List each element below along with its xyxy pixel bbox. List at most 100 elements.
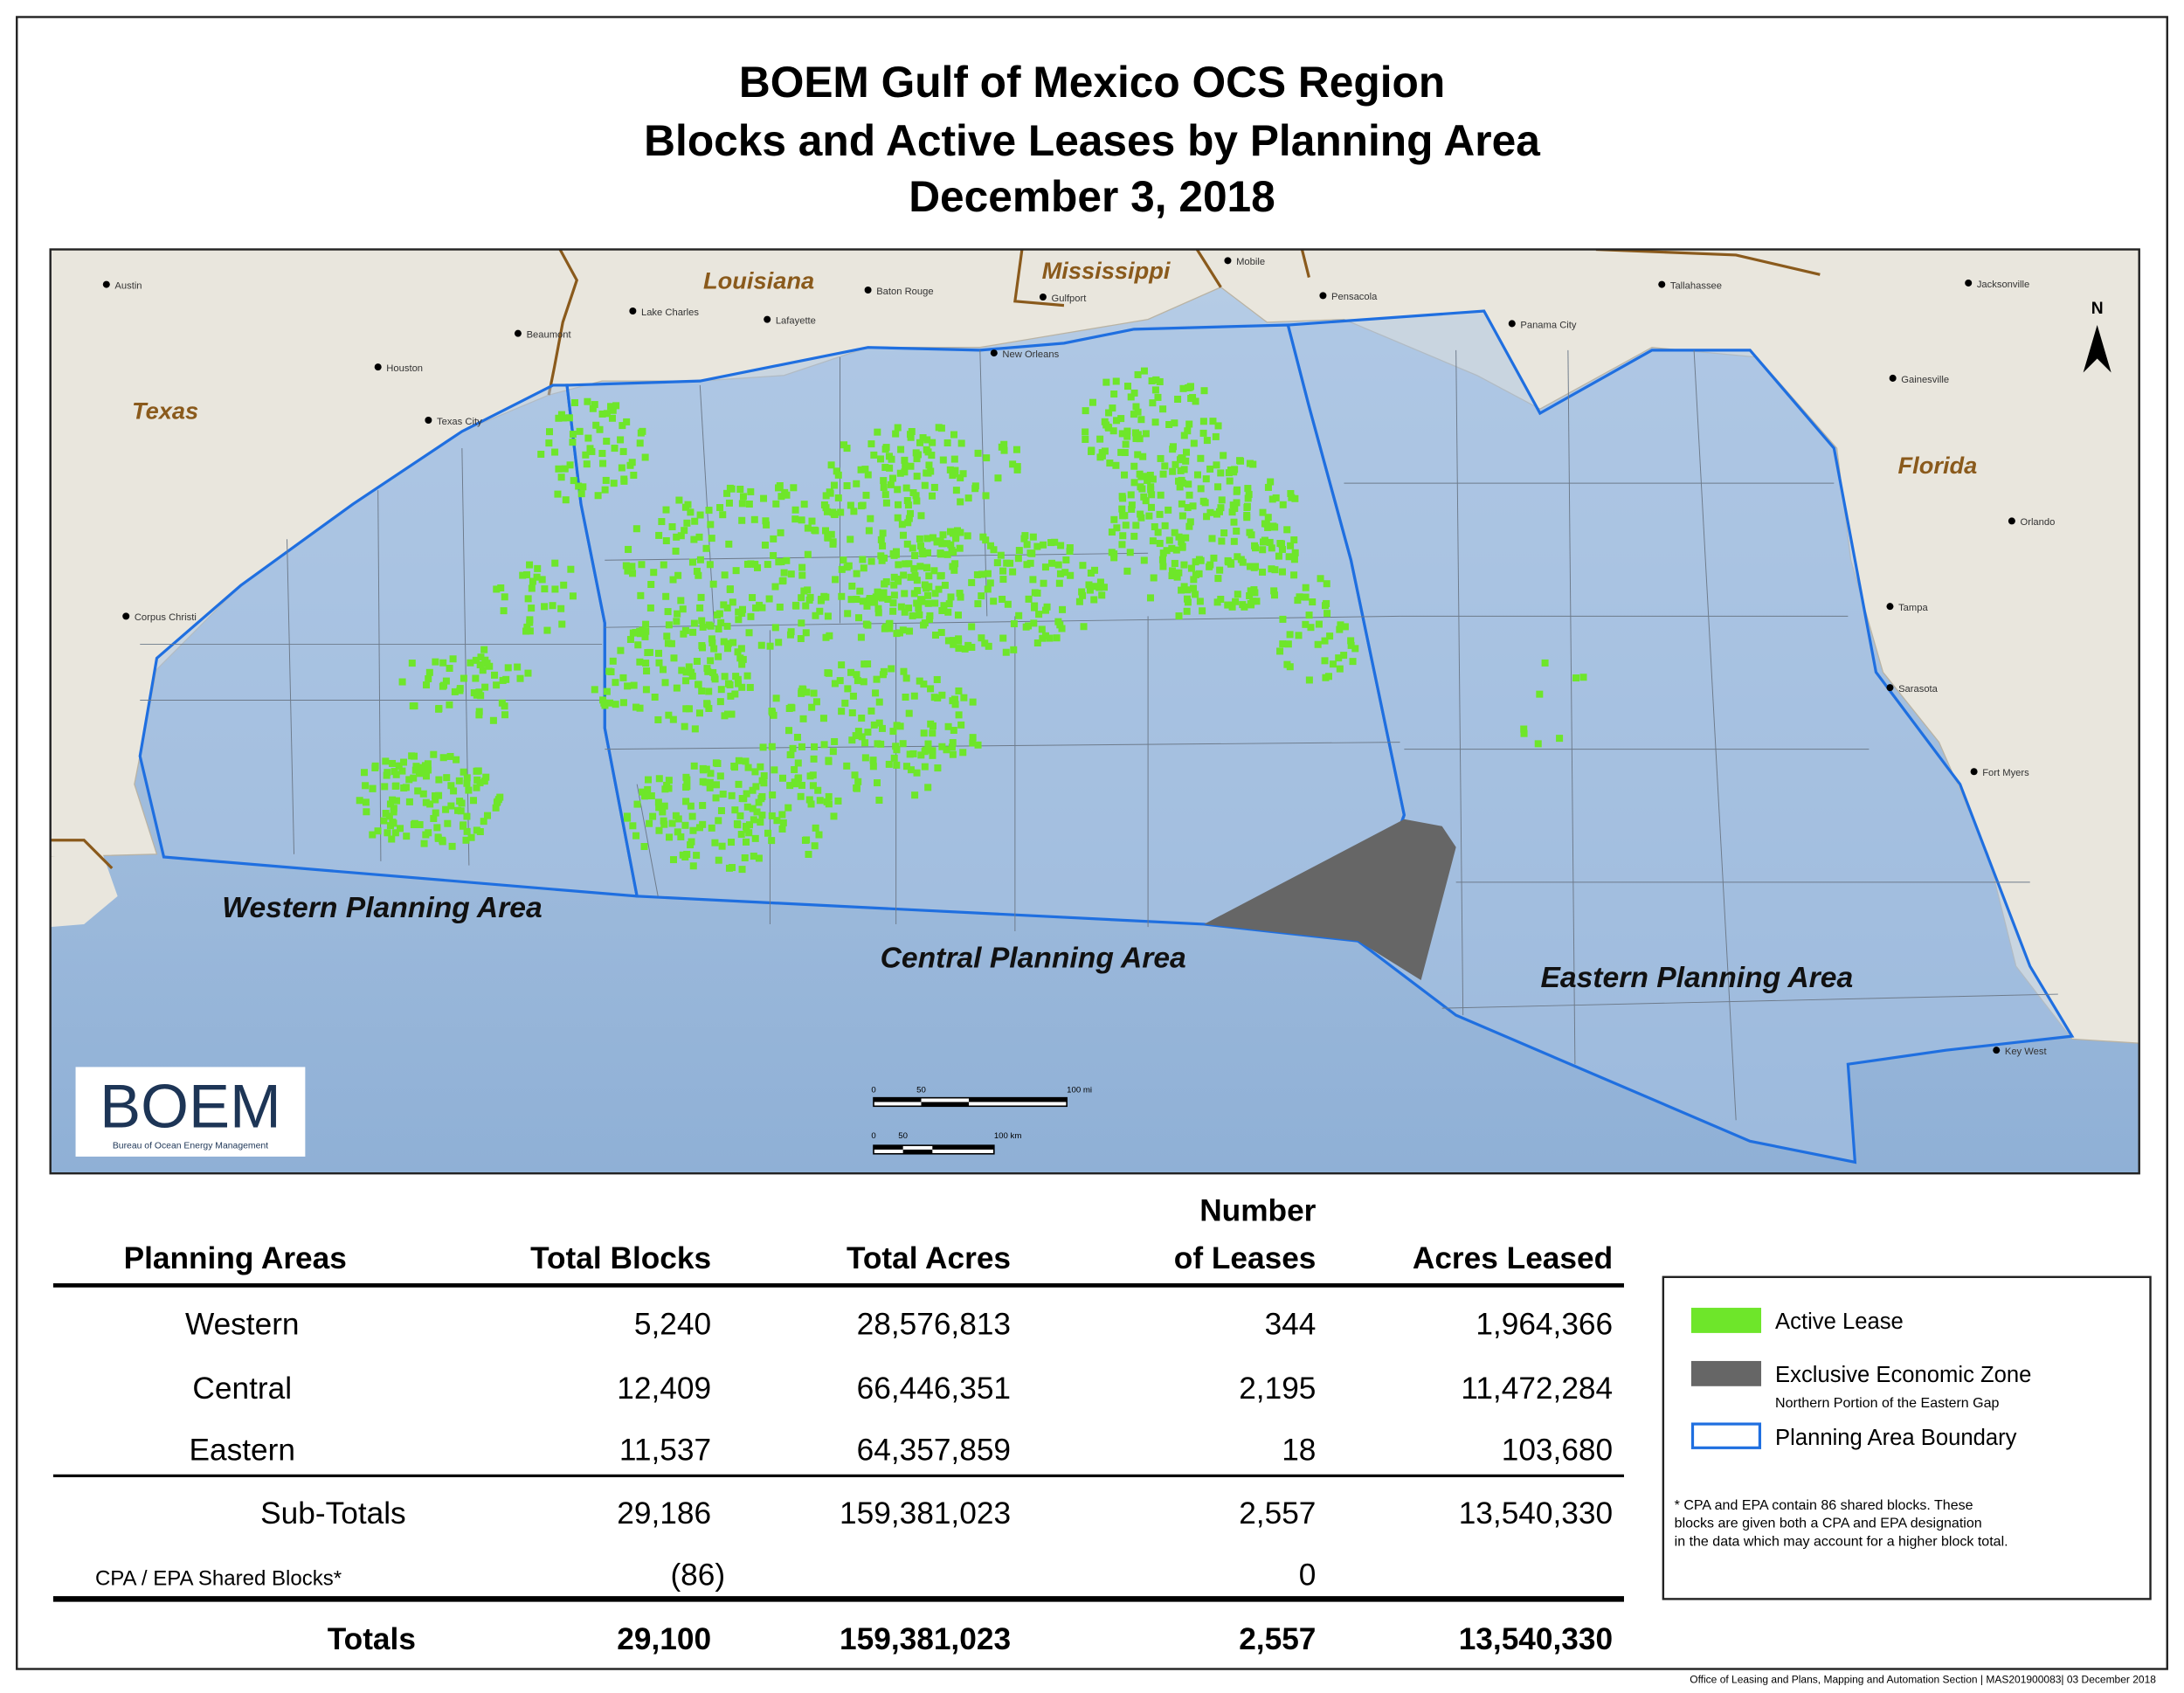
lease-block	[1145, 512, 1153, 520]
lease-block	[1288, 494, 1296, 501]
lease-block	[619, 447, 627, 455]
lease-block	[927, 685, 935, 693]
city-label: Tallahassee	[1670, 280, 1722, 291]
city-dot	[1224, 257, 1232, 265]
lease-block	[584, 434, 592, 442]
lease-block	[772, 500, 780, 508]
lease-block	[708, 824, 715, 832]
lease-block	[1185, 420, 1193, 428]
lease-block	[751, 768, 759, 776]
lease-block	[1033, 589, 1041, 597]
lease-block	[533, 573, 541, 581]
lease-block	[943, 439, 951, 446]
lease-block	[1267, 478, 1275, 486]
lease-block	[1279, 501, 1287, 508]
lease-block	[743, 560, 751, 568]
lease-block	[681, 503, 689, 511]
lease-block	[543, 626, 551, 634]
lease-block	[425, 668, 433, 676]
lease-block	[1140, 367, 1148, 375]
lease-block	[390, 808, 397, 816]
cell: (86)	[670, 1558, 725, 1592]
lease-block	[642, 686, 650, 694]
lease-block	[1009, 460, 1017, 468]
lease-block	[662, 536, 670, 545]
border	[1013, 249, 1065, 308]
lease-block	[619, 699, 627, 707]
lease-block	[809, 782, 817, 790]
lease-block	[1149, 475, 1157, 483]
lease-block	[913, 497, 921, 505]
lease-block	[422, 681, 430, 689]
lease-block	[749, 594, 757, 602]
lease-block	[1118, 430, 1126, 438]
lease-block	[957, 529, 964, 536]
lease-block	[655, 659, 663, 667]
lease-block	[1118, 505, 1126, 513]
lease-block	[770, 551, 778, 559]
lease-block	[469, 797, 477, 805]
lease-block	[851, 771, 859, 779]
lease-block	[768, 812, 776, 819]
lease-block	[715, 817, 722, 825]
lease-block	[723, 604, 731, 612]
lease-block	[1541, 659, 1549, 667]
lease-block	[1246, 563, 1254, 570]
swatch-lease	[1690, 1308, 1762, 1333]
lease-block	[855, 614, 863, 622]
lease-block	[649, 812, 657, 820]
lease-block	[1154, 529, 1162, 536]
lease-block	[569, 431, 577, 439]
lease-block	[990, 546, 998, 554]
lease-block	[864, 471, 872, 479]
column-header: Total Blocks	[530, 1241, 711, 1275]
lease-block	[661, 785, 669, 793]
lease-block	[736, 486, 744, 494]
lease-block	[721, 571, 729, 579]
city-label: Fort Myers	[1982, 768, 2029, 778]
lease-block	[1009, 568, 1017, 576]
lease-block	[446, 664, 453, 672]
lease-block	[867, 707, 875, 715]
lease-block	[632, 628, 639, 636]
lease-block	[639, 788, 646, 796]
state-label: Mississippi	[1042, 257, 1171, 284]
lease-block	[711, 839, 719, 846]
lease-block	[882, 444, 890, 452]
lease-block	[895, 561, 902, 569]
lease-block	[929, 439, 936, 446]
lease-block	[664, 608, 672, 616]
lease-block	[391, 829, 399, 837]
row-label: Totals	[328, 1622, 416, 1656]
lease-block	[720, 638, 728, 646]
lease-block	[1013, 446, 1020, 453]
grid-line	[1567, 349, 1576, 1065]
lease-block	[666, 833, 674, 841]
grid-line	[1693, 349, 1737, 1121]
lease-block	[1226, 477, 1234, 485]
lease-block	[609, 406, 617, 414]
lease-block	[791, 766, 798, 774]
lease-block	[893, 761, 901, 769]
logo-box	[75, 1067, 306, 1157]
lease-block	[949, 750, 957, 758]
lease-block	[763, 521, 771, 529]
lease-block	[764, 829, 772, 837]
lease-block	[688, 838, 695, 846]
lease-block	[737, 645, 745, 653]
lease-block	[386, 800, 394, 808]
lease-block	[834, 494, 842, 501]
cell: 2,557	[1239, 1496, 1316, 1531]
lease-block	[973, 570, 981, 578]
lease-block	[405, 776, 413, 784]
lease-block	[439, 682, 446, 690]
lease-block	[971, 485, 979, 493]
lease-block	[745, 501, 753, 508]
lease-block	[735, 780, 743, 788]
lease-block	[460, 768, 467, 776]
grid-line	[1441, 993, 2058, 1009]
lease-block	[903, 497, 911, 505]
lease-block	[1184, 427, 1192, 435]
lease-block	[849, 692, 857, 700]
lease-block	[699, 623, 707, 631]
